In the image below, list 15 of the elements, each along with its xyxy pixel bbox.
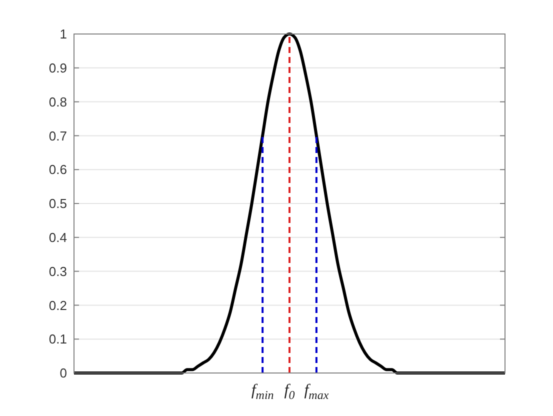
y-tick-label: 0.8 [48,94,67,110]
line-series [72,32,506,374]
y-tick-label: 0.2 [48,298,67,313]
y-tick-label: 0.9 [48,60,67,76]
y-tick-label: 0 [60,366,67,381]
y-tick-label: 0.6 [48,162,67,178]
y-tick-label: 0.5 [48,196,67,212]
y-tick-label: 0.3 [48,264,67,279]
y-tick-label: 1 [60,26,67,42]
y-tick-label: 0.4 [48,230,67,245]
x-tick-label: f$_{0}$ [284,382,295,402]
x-tick-label: f$_{max}$ [304,382,330,402]
y-tick-label: 0.1 [48,332,67,347]
y-tick-label: 0.7 [48,128,67,144]
x-tick-label: f$_{min}$ [251,382,274,402]
